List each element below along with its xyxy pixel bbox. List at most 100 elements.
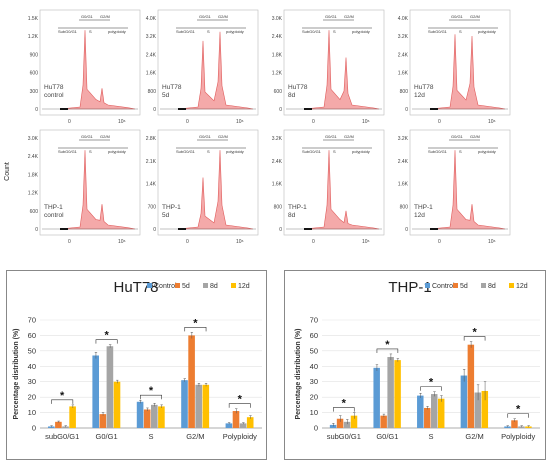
- x-tick-label: G2/M: [465, 432, 483, 441]
- bar: [467, 344, 475, 428]
- flow-ytick: 600: [30, 209, 39, 215]
- bar: [246, 417, 254, 428]
- flow-ytick: 2.4K: [398, 52, 409, 58]
- bar: [202, 384, 210, 428]
- significance-star: *: [342, 398, 347, 410]
- legend-label: 5d: [460, 283, 468, 290]
- gate-label: G2/M: [470, 134, 480, 139]
- significance-star: *: [429, 377, 434, 389]
- gate-label: polyploidy: [352, 29, 370, 34]
- legend-label: 12d: [238, 283, 250, 290]
- flow-ytick: 0: [279, 227, 282, 233]
- flow-ytick: 3.2K: [398, 34, 409, 40]
- flow-ytick: 1.2K: [272, 71, 283, 77]
- gate-label: G2/M: [100, 134, 110, 139]
- gate-label: S: [89, 149, 92, 154]
- significance-bracket: [95, 339, 118, 344]
- legend-label: 12d: [516, 283, 528, 290]
- significance-star: *: [385, 339, 390, 351]
- flow-ytick: 900: [30, 52, 39, 58]
- legend-swatch: [231, 283, 236, 288]
- bar: [239, 423, 247, 428]
- bar: [431, 394, 438, 428]
- significance-star: *: [472, 327, 477, 339]
- flow-ytick: 0: [405, 107, 408, 113]
- histogram: [429, 34, 506, 110]
- gate-label: polyploidy: [226, 29, 244, 34]
- y-tick-label: 0: [32, 424, 36, 433]
- bar: [55, 421, 62, 428]
- gate-label: SubG0/G1: [58, 149, 78, 154]
- significance-bracket: [463, 336, 486, 341]
- gate-label: G0/G1: [81, 134, 94, 139]
- gate-label: G2/M: [344, 14, 354, 19]
- gate-label: polyploidy: [478, 29, 496, 34]
- significance-star: *: [193, 317, 198, 329]
- flow-ytick: 0: [35, 227, 38, 233]
- gate-label: S: [89, 29, 92, 34]
- legend-swatch: [509, 283, 514, 288]
- gate-label: polyploidy: [478, 149, 496, 154]
- bar: [343, 421, 351, 428]
- flow-xtick: 0: [312, 239, 315, 245]
- gate-label: G0/G1: [199, 14, 212, 19]
- gate-label: SubG0/G1: [302, 29, 322, 34]
- bar: [511, 420, 518, 428]
- flow-xtick: 0: [438, 119, 441, 125]
- flow-xtick: 0: [68, 239, 71, 245]
- flow-xtick: 0: [312, 119, 315, 125]
- gate-label: polyploidy: [352, 149, 370, 154]
- y-tick-label: 10: [28, 408, 36, 417]
- gate-label: G2/M: [218, 134, 228, 139]
- bar: [106, 346, 114, 428]
- bar: [373, 367, 380, 428]
- gate-label: G0/G1: [325, 14, 338, 19]
- x-tick-label: S: [428, 432, 433, 441]
- panel-label-line2: control: [44, 212, 64, 219]
- chart-title: THP-1: [388, 279, 431, 296]
- thp1-bar-chart: THP-1 Percentage distribution (%) 0 10 20 30 4…: [295, 279, 540, 441]
- x-tick-label: G0/G1: [96, 432, 118, 441]
- flow-panel: 4.0K 3.2K 2.4K 1.6K 800 0 0 10⁶ G0/G1 G2/M SubG0/G…: [398, 9, 511, 125]
- histogram: [177, 150, 254, 230]
- bar: [437, 398, 445, 428]
- bar: [380, 415, 387, 428]
- legend-swatch: [453, 283, 458, 288]
- flow-ytick: 1.6K: [398, 71, 409, 77]
- panel-label-line2: 5d: [162, 92, 170, 99]
- bar: [225, 423, 233, 428]
- histogram: [59, 30, 136, 110]
- bar: [92, 355, 99, 428]
- panel-label-line2: control: [44, 92, 64, 99]
- gate-label: G0/G1: [199, 134, 212, 139]
- flow-cytometry-histograms: 1.5K 1.2K 900 600 300 0 0 10⁶ G0/G1 G2/M SubG0/G1 S…: [28, 9, 511, 245]
- bar: [474, 392, 482, 428]
- flow-ytick: 2.4K: [146, 52, 157, 58]
- panel-label-line1: THP-1: [288, 204, 307, 211]
- histogram: [177, 31, 254, 110]
- gate-label: SubG0/G1: [176, 29, 196, 34]
- y-axis-label: Percentage distribution (%): [295, 328, 302, 419]
- gate-label: G0/G1: [451, 14, 464, 19]
- gate-label: G2/M: [344, 134, 354, 139]
- bar: [181, 380, 188, 428]
- legend-label: Control: [154, 283, 177, 290]
- y-tick-label: 20: [28, 393, 36, 402]
- flow-xtick: 10⁶: [488, 239, 496, 245]
- flow-ytick: 600: [274, 89, 283, 95]
- bar: [99, 414, 107, 428]
- gate-label: polyploidy: [108, 29, 126, 34]
- bar: [188, 335, 195, 428]
- flow-ytick: 3.2K: [272, 136, 283, 142]
- gate-label: S: [459, 149, 462, 154]
- bar: [460, 375, 468, 428]
- y-tick-label: 70: [310, 316, 318, 325]
- flow-ytick: 0: [153, 227, 156, 233]
- significance-bracket: [51, 399, 74, 404]
- flow-xtick: 10⁶: [488, 119, 496, 125]
- significance-bracket: [376, 348, 399, 353]
- flow-ytick: 300: [30, 89, 39, 95]
